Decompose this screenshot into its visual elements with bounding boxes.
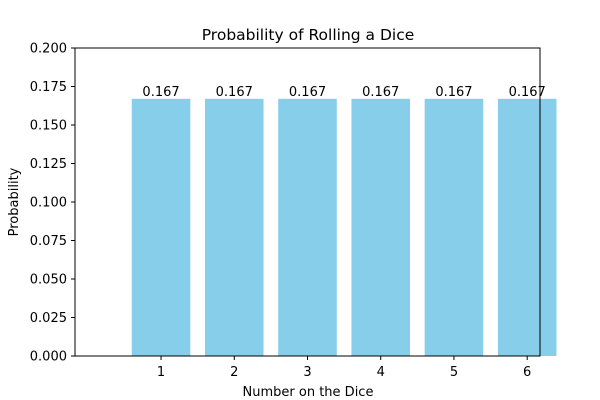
bar-3: [278, 98, 337, 356]
data-label-2: 0.167: [216, 85, 253, 100]
bar-5: [424, 98, 484, 356]
x-tick-label-4: 4: [377, 365, 385, 380]
data-label-3: 0.167: [289, 85, 326, 100]
y-tick-label-4: 0.100: [30, 196, 67, 211]
y-tick-label-5: 0.125: [30, 157, 67, 172]
x-axis-title: Number on the Dice: [243, 385, 374, 400]
x-tick-label-1: 1: [157, 365, 165, 380]
x-tick-label-6: 6: [523, 365, 531, 380]
y-tick-label-8: 0.200: [30, 42, 67, 57]
data-label-1: 0.167: [142, 85, 179, 100]
data-label-4: 0.167: [362, 85, 399, 100]
plot-area: 0.167 0.167 0.167 0.167 0.167 0.167 1 2 3 4 5 6 0.00…: [30, 42, 557, 380]
y-tick-label-3: 0.075: [30, 234, 67, 249]
y-tick-label-7: 0.175: [30, 80, 67, 95]
y-tick-label-6: 0.150: [30, 119, 67, 134]
x-tick-label-3: 3: [303, 365, 311, 380]
bar-2: [204, 98, 264, 356]
y-tick-label-0: 0.000: [30, 350, 67, 365]
data-label-5: 0.167: [435, 85, 472, 100]
bar-4: [351, 98, 411, 356]
y-tick-label-1: 0.025: [30, 311, 67, 326]
x-tick-label-2: 2: [230, 365, 238, 380]
data-label-6: 0.167: [509, 85, 546, 100]
bar-1: [131, 98, 191, 356]
y-axis-title: Probability: [7, 167, 22, 236]
y-tick-label-2: 0.050: [30, 273, 67, 288]
x-tick-label-5: 5: [450, 365, 458, 380]
chart-title: Probability of Rolling a Dice: [202, 26, 415, 44]
bar-6: [497, 98, 557, 356]
